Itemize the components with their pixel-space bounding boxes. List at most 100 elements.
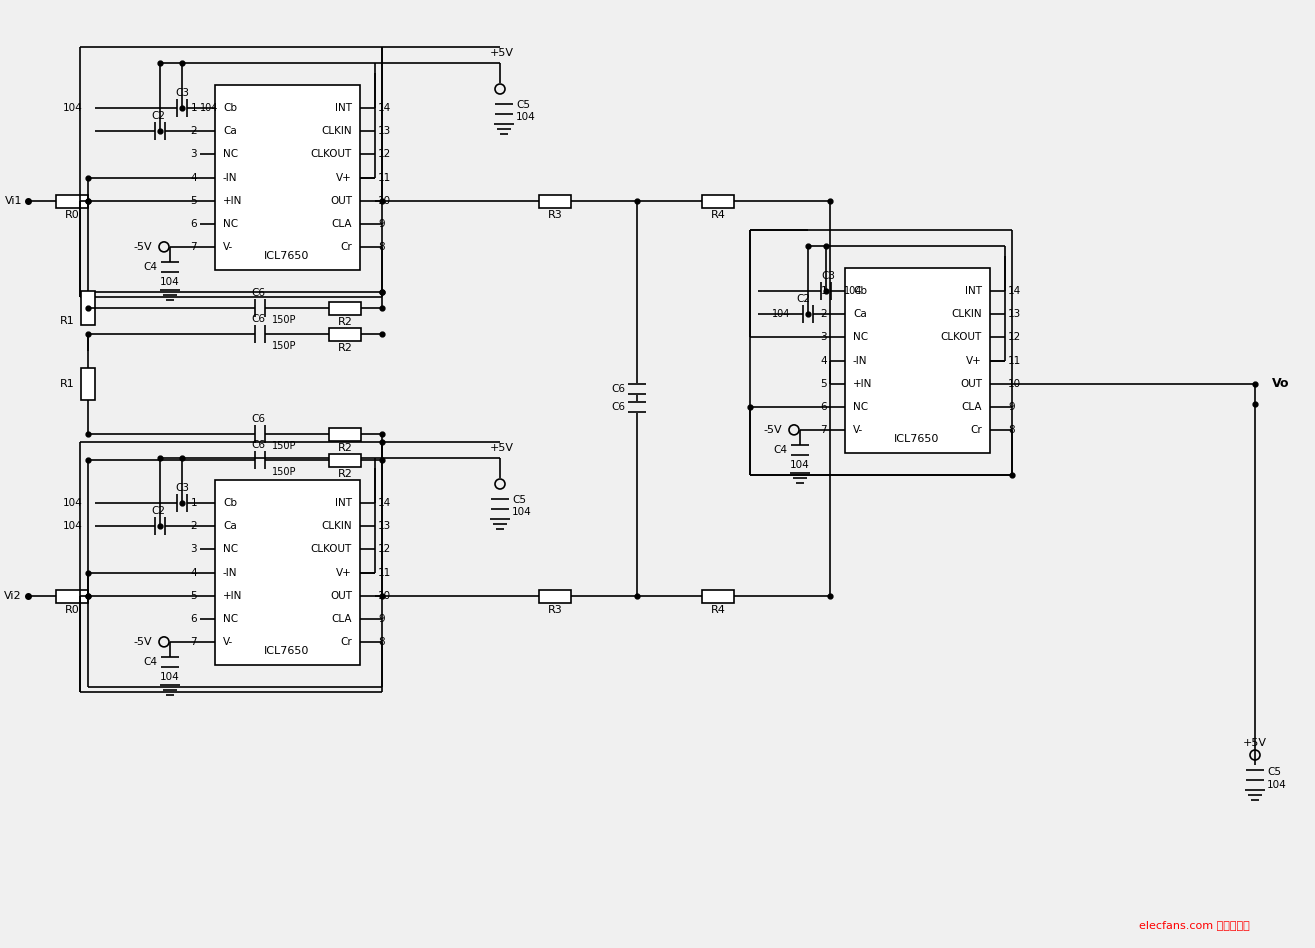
Text: +IN: +IN xyxy=(224,591,242,601)
Text: 150P: 150P xyxy=(272,315,296,325)
Text: R3: R3 xyxy=(547,605,563,614)
Text: Cb: Cb xyxy=(853,286,867,296)
Text: NC: NC xyxy=(853,333,868,342)
Text: -IN: -IN xyxy=(224,173,238,183)
Text: R2: R2 xyxy=(338,317,352,327)
Text: R0: R0 xyxy=(64,605,79,614)
Text: R1: R1 xyxy=(60,316,75,326)
Bar xyxy=(539,194,571,208)
Bar xyxy=(539,590,571,603)
Text: Ca: Ca xyxy=(224,521,237,531)
Text: V+: V+ xyxy=(337,173,352,183)
Text: 4: 4 xyxy=(191,173,197,183)
Text: 104: 104 xyxy=(160,277,180,287)
Text: Cr: Cr xyxy=(341,637,352,647)
Text: 7: 7 xyxy=(821,425,827,435)
Text: INT: INT xyxy=(965,286,982,296)
Text: +5V: +5V xyxy=(490,443,514,453)
Text: -5V: -5V xyxy=(133,637,153,647)
Text: C3: C3 xyxy=(821,271,835,282)
Text: CLKIN: CLKIN xyxy=(321,521,352,531)
Text: NC: NC xyxy=(224,613,238,624)
Text: 10: 10 xyxy=(377,195,391,206)
Text: V-: V- xyxy=(853,425,863,435)
Text: C5: C5 xyxy=(1266,767,1281,777)
Text: 11: 11 xyxy=(377,173,392,183)
Text: OUT: OUT xyxy=(330,591,352,601)
Text: R4: R4 xyxy=(710,605,726,614)
Bar xyxy=(846,268,990,453)
Text: 8: 8 xyxy=(377,637,384,647)
Text: Cr: Cr xyxy=(341,242,352,252)
Text: C4: C4 xyxy=(143,262,156,272)
Text: 104: 104 xyxy=(515,112,535,122)
Text: Ca: Ca xyxy=(224,126,237,137)
Text: Cb: Cb xyxy=(224,498,237,508)
Text: R2: R2 xyxy=(338,343,352,353)
Text: R2: R2 xyxy=(338,443,352,453)
Text: R1: R1 xyxy=(60,379,75,389)
Text: 12: 12 xyxy=(1009,333,1022,342)
Text: NC: NC xyxy=(224,544,238,555)
Text: 1: 1 xyxy=(821,286,827,296)
Text: 104: 104 xyxy=(844,286,863,296)
Text: C3: C3 xyxy=(175,88,189,99)
Text: +IN: +IN xyxy=(853,378,872,389)
Text: 104: 104 xyxy=(63,498,83,508)
Text: 13: 13 xyxy=(377,126,392,137)
Text: -5V: -5V xyxy=(764,425,782,435)
Text: CLKOUT: CLKOUT xyxy=(940,333,982,342)
Text: 2: 2 xyxy=(191,126,197,137)
Bar xyxy=(82,368,95,400)
Text: 13: 13 xyxy=(377,521,392,531)
Text: 14: 14 xyxy=(1009,286,1022,296)
Text: C2: C2 xyxy=(151,506,164,517)
Text: C6: C6 xyxy=(251,414,266,424)
Bar xyxy=(702,194,734,208)
Text: C6: C6 xyxy=(251,440,266,450)
Text: V-: V- xyxy=(224,242,233,252)
Text: ICL7650: ICL7650 xyxy=(264,251,310,261)
Bar xyxy=(329,328,362,341)
Text: 104: 104 xyxy=(1266,780,1287,790)
Text: Ca: Ca xyxy=(853,309,867,319)
Text: C6: C6 xyxy=(611,402,625,412)
Text: +5V: +5V xyxy=(490,48,514,58)
Text: 150P: 150P xyxy=(272,441,296,451)
Text: 1: 1 xyxy=(191,103,197,113)
Text: C2: C2 xyxy=(796,294,810,304)
Text: 9: 9 xyxy=(377,219,384,228)
Text: 104: 104 xyxy=(790,460,810,470)
Bar xyxy=(214,85,360,270)
Bar xyxy=(329,428,362,441)
Text: C6: C6 xyxy=(251,288,266,298)
Text: CLKIN: CLKIN xyxy=(321,126,352,137)
Text: R3: R3 xyxy=(547,210,563,220)
Text: V+: V+ xyxy=(337,568,352,577)
Text: 150P: 150P xyxy=(272,341,296,351)
Text: 14: 14 xyxy=(377,103,392,113)
Text: NC: NC xyxy=(224,150,238,159)
Text: 4: 4 xyxy=(821,356,827,366)
Text: 6: 6 xyxy=(821,402,827,411)
Text: Cr: Cr xyxy=(970,425,982,435)
Text: CLKOUT: CLKOUT xyxy=(310,544,352,555)
Text: 3: 3 xyxy=(191,544,197,555)
Text: 7: 7 xyxy=(191,637,197,647)
Text: 2: 2 xyxy=(191,521,197,531)
Text: C4: C4 xyxy=(143,657,156,666)
Text: Vi2: Vi2 xyxy=(4,591,22,601)
Text: V-: V- xyxy=(224,637,233,647)
Text: 8: 8 xyxy=(1009,425,1015,435)
Bar xyxy=(329,454,362,467)
Text: 5: 5 xyxy=(821,378,827,389)
Text: 104: 104 xyxy=(772,309,790,319)
Text: 1: 1 xyxy=(191,498,197,508)
Text: 6: 6 xyxy=(191,219,197,228)
Bar xyxy=(214,480,360,665)
Text: 11: 11 xyxy=(1009,356,1022,366)
Text: 12: 12 xyxy=(377,544,392,555)
Text: +IN: +IN xyxy=(224,195,242,206)
Text: C2: C2 xyxy=(151,111,164,121)
Text: 10: 10 xyxy=(1009,378,1022,389)
